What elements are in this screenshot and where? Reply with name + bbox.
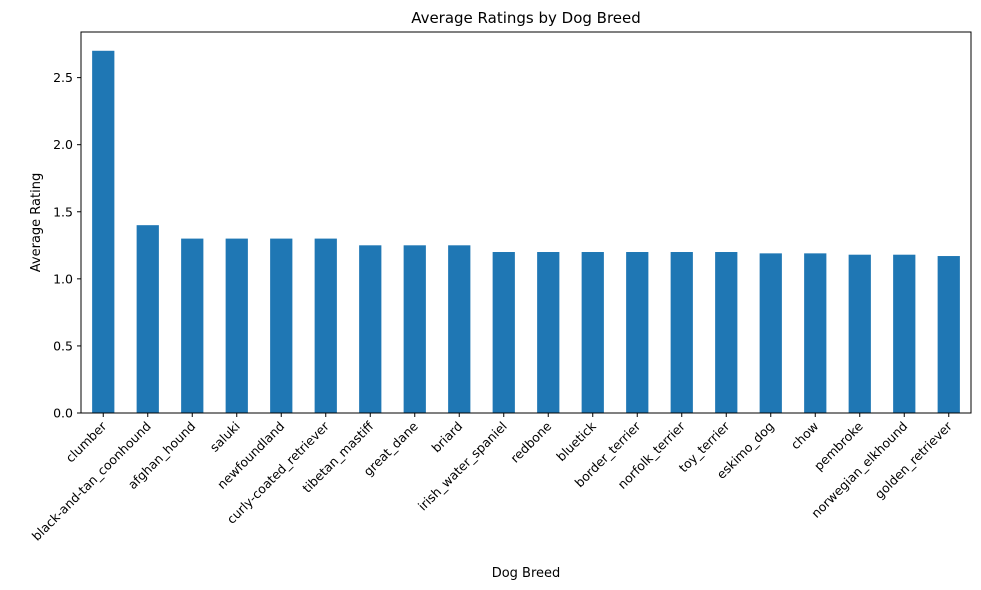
bar-newfoundland — [270, 238, 293, 413]
bar-pembroke — [848, 254, 871, 413]
bar-norwegian_elkhound — [893, 254, 916, 413]
x-tick-label: golden_retriever — [872, 418, 956, 502]
x-axis-title: Dog Breed — [492, 566, 561, 581]
bar-clumber — [92, 50, 115, 413]
bar-black-and-tan_coonhound — [136, 225, 159, 413]
chart-title: Average Ratings by Dog Breed — [411, 9, 641, 27]
bar-irish_water_spaniel — [492, 252, 515, 413]
x-tick-label: briard — [429, 419, 466, 456]
y-tick-label: 0.5 — [53, 338, 73, 353]
plot-frame — [80, 31, 972, 414]
y-tick-label: 0.0 — [53, 406, 73, 421]
x-tick-label: bluetick — [553, 418, 599, 464]
bar-saluki — [225, 238, 248, 413]
x-tick-label: saluki — [207, 419, 243, 455]
bars-group — [92, 50, 960, 413]
x-axis: clumberblack-and-tan_coonhoundafghan_hou… — [29, 413, 956, 544]
y-axis-title: Average Rating — [29, 173, 44, 272]
y-tick-label: 1.0 — [53, 271, 73, 286]
bar-bluetick — [581, 252, 604, 413]
bar-briard — [448, 245, 471, 413]
bar-curly-coated_retriever — [314, 238, 337, 413]
x-tick-label: redbone — [507, 418, 554, 465]
bar-tibetan_mastiff — [359, 245, 382, 413]
bar-golden_retriever — [937, 256, 960, 413]
y-tick-label: 2.0 — [53, 137, 73, 152]
bar-border_terrier — [626, 252, 649, 413]
x-tick-label: chow — [788, 419, 822, 453]
bar-toy_terrier — [715, 252, 738, 413]
bar-eskimo_dog — [759, 253, 782, 413]
bar-afghan_hound — [181, 238, 204, 413]
y-axis: 0.0 0.5 1.0 1.5 2.0 2.5 — [53, 70, 81, 421]
bar-great_dane — [403, 245, 426, 413]
y-tick-label: 2.5 — [53, 70, 73, 85]
x-tick-label: irish_water_spaniel — [415, 419, 510, 514]
y-tick-label: 1.5 — [53, 204, 73, 219]
bar-norfolk_terrier — [670, 252, 693, 413]
bar-chow — [804, 253, 827, 413]
bar-redbone — [537, 252, 560, 413]
